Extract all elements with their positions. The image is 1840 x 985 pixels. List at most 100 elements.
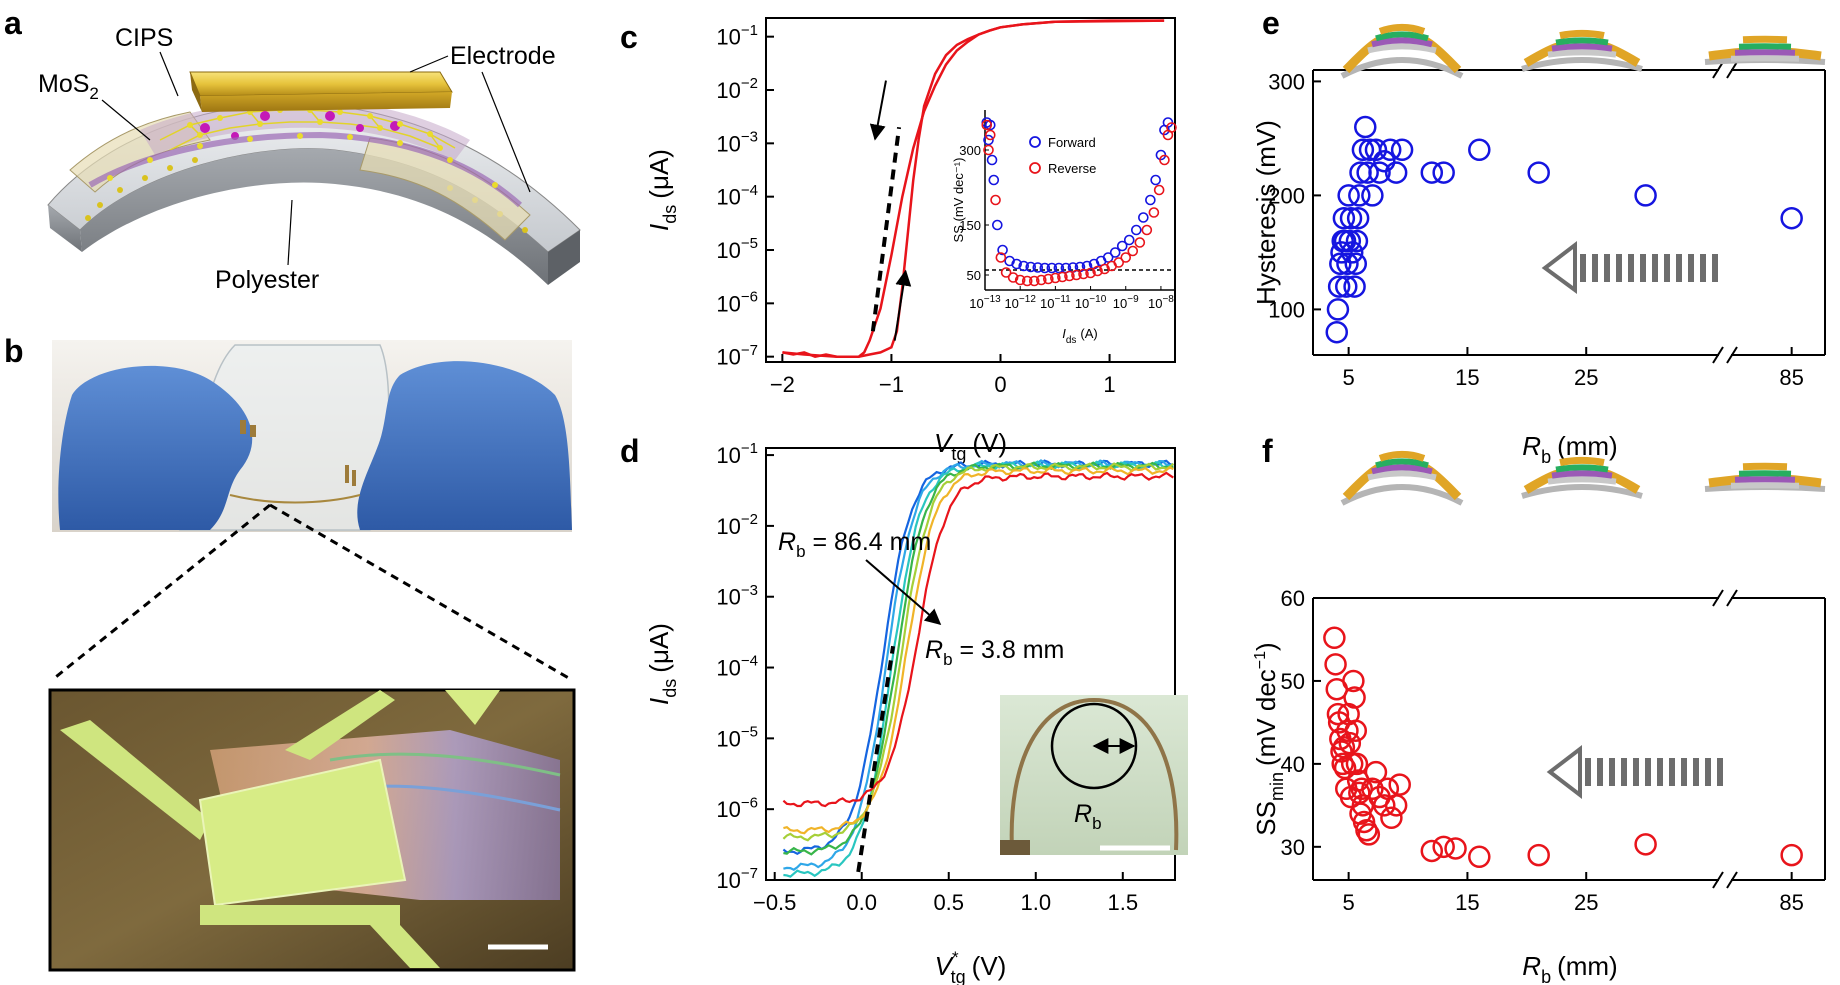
data-point [1356, 161, 1379, 184]
y-tick-label: 10−6 [716, 288, 758, 316]
legend-marker-forward [1029, 136, 1041, 148]
right-glove-finger [357, 361, 572, 530]
data-point [1336, 252, 1359, 276]
y-tick-label-base: 10 [716, 185, 740, 210]
inset-point-forward [1150, 174, 1161, 186]
inset-point-forward [1102, 252, 1114, 263]
mini-device-strong-bend-f [1340, 450, 1464, 506]
inset-point-reverse [984, 129, 996, 141]
label-cips: CIPS [115, 24, 173, 52]
bending-trend-arrow [865, 559, 942, 626]
y-tick-label: 10−4 [716, 182, 758, 210]
inset-point-reverse [1057, 271, 1068, 283]
y-tick-label-exp: −2 [741, 75, 758, 92]
leader-polyester [287, 199, 293, 266]
mini-layer-2 [1375, 31, 1429, 42]
slope-reference-line [856, 645, 896, 873]
y-tick-label: 30 [1281, 835, 1305, 860]
data-point [1354, 115, 1377, 139]
panel-letter-c: c [620, 19, 638, 55]
annotation-rb-large: Rb = 86.4 mm [778, 528, 931, 561]
x-tick-label: 1.5 [1107, 890, 1138, 915]
axis-break-mark [1726, 61, 1738, 79]
inset-point-forward [1025, 261, 1037, 273]
axis-break-mark [1712, 589, 1724, 607]
trend-arrow-dash [1585, 758, 1591, 786]
y-axis-label: SSmin (mV dec−1) [1251, 642, 1287, 835]
data-point [1344, 252, 1368, 276]
inset-point-reverse [1078, 268, 1089, 280]
cips-layer [140, 99, 470, 160]
inset-y-tick-label: 50 [967, 268, 981, 283]
inset-x-tick-label: 10−8 [1148, 294, 1174, 311]
y-tick-label: 10−7 [716, 342, 758, 370]
data-point [1342, 669, 1365, 693]
label-electrode: Electrode [450, 42, 556, 70]
x-tick-label: 5 [1343, 890, 1355, 915]
inset-point-reverse [1085, 267, 1096, 279]
y-tick-label-exp: −3 [741, 582, 758, 599]
axis-break-mark [1726, 589, 1738, 607]
inset-point-reverse [1021, 275, 1033, 287]
trend-arrow-dash [1640, 254, 1646, 282]
x-axis-label-unit: (mm) [1557, 951, 1618, 981]
data-point [1388, 773, 1411, 796]
trend-arrow-dash [1693, 758, 1699, 786]
data-point [1338, 229, 1362, 253]
inset-point-reverse [1064, 270, 1075, 282]
inset-point-reverse [1043, 273, 1054, 285]
panel-letter-d: d [620, 433, 640, 469]
data-point [1326, 702, 1350, 726]
trend-arrow-dash [1717, 758, 1723, 786]
trend-arrow-dash [1669, 758, 1675, 786]
gate-pad [198, 758, 407, 907]
inset-x-tick-exp: −12 [1019, 294, 1036, 305]
film-edge-line [229, 494, 361, 504]
y-tick-label-base: 10 [716, 656, 740, 681]
y-tick-label-base: 10 [716, 291, 740, 316]
inset-photo-bg [1000, 695, 1188, 855]
y-tick-label: 10−7 [716, 865, 758, 893]
data-point [1368, 161, 1391, 184]
mini-device-flat-f [1704, 462, 1826, 492]
bending-illustrations [1340, 23, 1826, 506]
y-tick-label: 10−3 [716, 128, 758, 156]
mini-layer-2 [1555, 464, 1609, 473]
data-point [1350, 777, 1373, 801]
data-point [1527, 843, 1550, 867]
y-axis-label-unit: (mV dec [1251, 669, 1281, 766]
y-tick-label-base: 10 [716, 131, 740, 156]
legend-label-reverse: Reverse [1048, 161, 1096, 176]
panel-letter-f: f [1262, 433, 1273, 469]
data-point [1380, 806, 1403, 830]
trend-arrow-dash [1633, 758, 1639, 786]
y-tick-label-base: 10 [716, 238, 740, 263]
mini-device-flat-e [1704, 35, 1826, 65]
plot-frame [765, 447, 1176, 881]
data-point [1331, 752, 1354, 776]
inset-x-tick-exp: −9 [1127, 294, 1139, 305]
x-axis-label-sub: tg [951, 967, 966, 985]
cips-atoms [200, 111, 400, 140]
y-tick-label: 10−2 [716, 511, 758, 539]
trend-arrow [1546, 744, 1723, 800]
data-point [1527, 161, 1550, 184]
data-point [1364, 138, 1388, 162]
data-point [1343, 275, 1366, 298]
inset-x-tick-base: 10 [969, 296, 983, 311]
x-tick-label: 25 [1574, 365, 1598, 390]
mini-device-strong-bend-e [1340, 23, 1464, 79]
mini-substrate [1521, 57, 1643, 72]
data-point [1324, 653, 1347, 676]
forward-sweep-arrow [893, 269, 912, 341]
trend-arrow-dash [1700, 254, 1706, 282]
bending-photo-inset: Rb [1000, 695, 1188, 855]
inset-point-forward [1018, 260, 1030, 272]
annotation-rb-small: Rb = 3.8 mm [925, 636, 1064, 669]
mini-layer-1 [1371, 464, 1433, 475]
data-point [1348, 184, 1371, 207]
y-tick-label: 300 [1268, 69, 1305, 94]
mini-layer-3 [1742, 462, 1788, 471]
y-tick-label-exp: −1 [741, 22, 758, 39]
